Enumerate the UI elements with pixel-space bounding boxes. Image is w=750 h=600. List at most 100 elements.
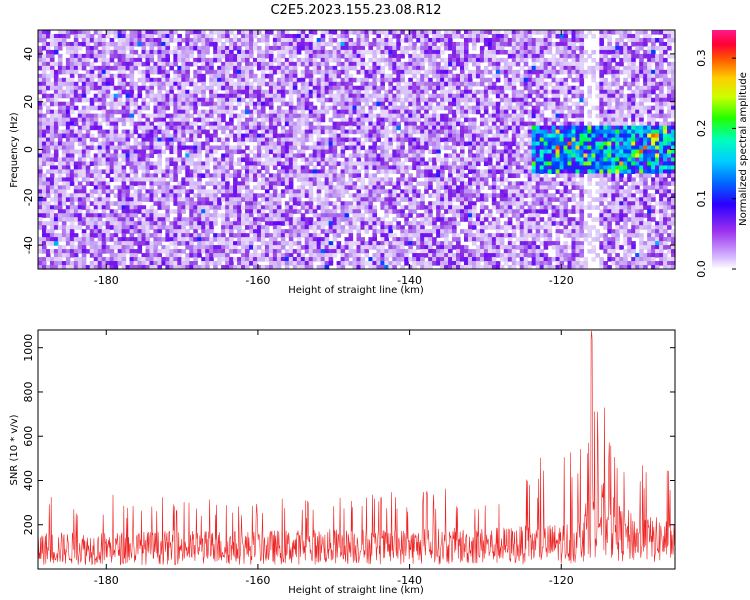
heatmap-cell — [197, 177, 202, 182]
heatmap-cell — [237, 93, 242, 99]
heatmap-cell — [41, 221, 47, 226]
heatmap-cell — [225, 265, 230, 270]
heatmap-cell — [201, 97, 206, 103]
heatmap-cell — [53, 217, 59, 222]
heatmap-cell — [161, 101, 166, 107]
heatmap-cell — [121, 189, 127, 194]
heatmap-cell — [356, 145, 362, 151]
heatmap-cell — [113, 177, 119, 182]
heatmap-cell — [133, 149, 139, 155]
heatmap-cell — [49, 221, 55, 226]
heatmap-cell — [233, 145, 238, 151]
heatmap-cell — [376, 245, 381, 250]
heatmap-cell — [233, 193, 238, 198]
heatmap-cell — [368, 133, 374, 139]
heatmap-cell — [105, 197, 111, 202]
heatmap-cell — [348, 161, 354, 167]
heatmap-cell — [93, 81, 99, 87]
heatmap-cell — [368, 65, 374, 71]
heatmap-cell — [93, 221, 99, 226]
heatmap-cell — [53, 85, 59, 91]
heatmap-cell — [113, 41, 119, 47]
heatmap-cell — [101, 233, 107, 238]
heatmap-cell — [105, 69, 111, 75]
heatmap-cell — [45, 137, 51, 143]
heatmap-cell — [173, 241, 178, 246]
heatmap-cell — [368, 93, 374, 99]
heatmap-cell — [400, 237, 405, 242]
heatmap-cell — [412, 30, 417, 35]
heatmap-cell — [260, 217, 266, 222]
heatmap-cell — [396, 153, 401, 159]
heatmap-cell — [89, 145, 95, 151]
heatmap-cell — [173, 125, 178, 131]
heatmap-cell — [312, 145, 318, 151]
heatmap-cell — [217, 53, 222, 59]
heatmap-cell — [217, 33, 222, 39]
heatmap-cell — [213, 233, 218, 238]
heatmap-cell — [264, 253, 270, 258]
heatmap-cell — [408, 213, 413, 218]
heatmap-cell — [97, 93, 103, 99]
heatmap-cell — [129, 85, 135, 91]
heatmap-cell — [45, 189, 51, 194]
heatmap-cell — [336, 125, 342, 131]
heatmap-cell — [428, 257, 433, 262]
heatmap-cell — [93, 261, 99, 266]
heatmap-cell — [428, 137, 433, 143]
heatmap-cell — [308, 77, 314, 83]
heatmap-cell — [41, 61, 47, 67]
heatmap-cell — [392, 93, 397, 99]
heatmap-cell — [340, 177, 346, 182]
heatmap-cell — [245, 57, 250, 63]
heatmap-cell — [197, 133, 202, 139]
heatmap-cell — [268, 157, 274, 163]
heatmap-cell — [316, 113, 322, 119]
heatmap-cell — [408, 229, 413, 234]
heatmap-cell — [38, 97, 43, 103]
heatmap-cell — [392, 197, 397, 202]
heatmap-cell — [308, 217, 314, 222]
heatmap-cell — [117, 77, 123, 83]
heatmap-cell — [241, 113, 246, 119]
heatmap-cell — [97, 265, 103, 270]
heatmap-cell — [408, 237, 413, 242]
heatmap-cell — [229, 185, 234, 190]
heatmap-cell — [245, 249, 250, 254]
heatmap-cell — [272, 129, 278, 135]
heatmap-cell — [424, 101, 429, 107]
heatmap-cell — [197, 189, 202, 194]
heatmap-cell — [280, 93, 286, 99]
heatmap-cell — [424, 161, 429, 167]
heatmap-cell — [221, 81, 226, 87]
heatmap-cell — [101, 109, 107, 115]
heatmap-cell — [213, 201, 218, 206]
heatmap-cell — [424, 249, 429, 254]
heatmap-cell — [41, 145, 47, 151]
heatmap-cell — [193, 249, 198, 254]
heatmap-cell — [177, 265, 182, 270]
heatmap-cell — [177, 221, 182, 226]
heatmap-cell — [436, 133, 441, 139]
heatmap-cell — [360, 165, 366, 171]
heatmap-cell — [272, 181, 278, 186]
heatmap-cell — [45, 49, 51, 55]
heatmap-cell — [256, 201, 262, 206]
heatmap-cell — [121, 209, 127, 214]
heatmap-cell — [396, 185, 401, 190]
heatmap-cell — [129, 149, 135, 155]
heatmap-cell — [412, 205, 417, 210]
heatmap-cell — [316, 237, 322, 242]
heatmap-cell — [304, 61, 310, 67]
heatmap-cell — [340, 141, 346, 147]
heatmap-cell — [185, 145, 190, 151]
heatmap-cell — [272, 37, 278, 43]
heatmap-cell — [324, 149, 330, 155]
heatmap-cell — [256, 161, 262, 167]
heatmap-cell — [288, 157, 294, 163]
heatmap-cell — [193, 57, 198, 63]
heatmap-cell — [348, 249, 354, 254]
heatmap-cell — [408, 81, 413, 87]
heatmap-cell — [264, 33, 270, 39]
heatmap-cell — [81, 125, 87, 131]
